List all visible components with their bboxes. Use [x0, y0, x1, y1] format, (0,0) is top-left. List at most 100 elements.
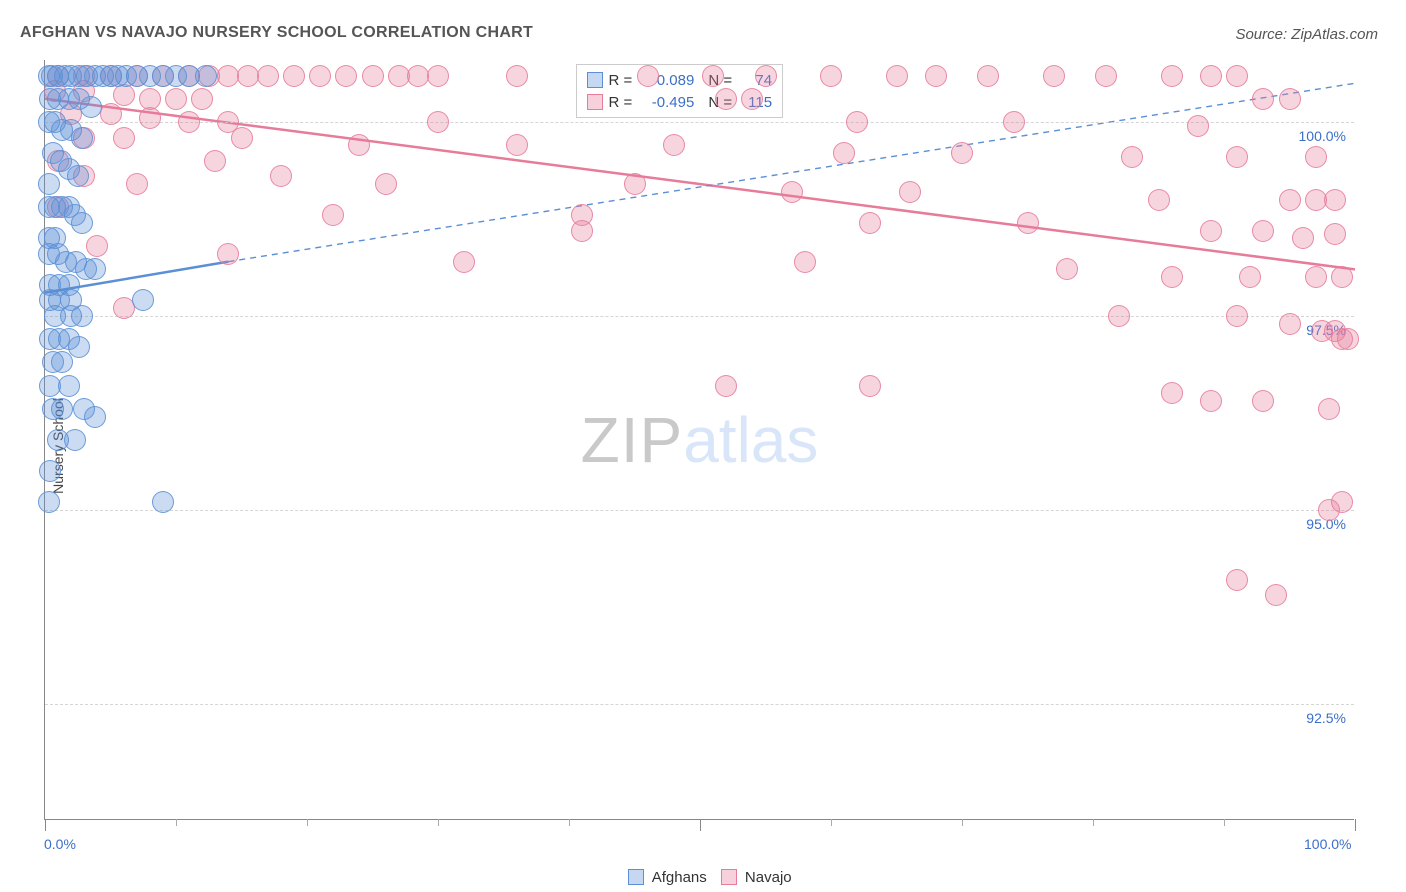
navajo-point: [951, 142, 973, 164]
navajo-point: [375, 173, 397, 195]
navajo-point: [348, 134, 370, 156]
navajo-point: [1226, 65, 1248, 87]
legend-swatch: [721, 869, 737, 885]
navajo-point: [1252, 220, 1274, 242]
navajo-point: [715, 88, 737, 110]
stats-row-afghans: R =0.089N =74: [587, 69, 773, 91]
x-tick-minor: [176, 819, 177, 826]
navajo-point: [886, 65, 908, 87]
plot-area: ZIPatlas R =0.089N =74R =-0.495N =115 92…: [44, 60, 1354, 820]
navajo-point: [322, 204, 344, 226]
navajo-point: [1148, 189, 1170, 211]
x-tick: [700, 819, 701, 831]
navajo-point: [624, 173, 646, 195]
navajo-point: [126, 173, 148, 195]
navajo-point: [1331, 266, 1353, 288]
navajo-point: [781, 181, 803, 203]
afghans-point: [38, 173, 60, 195]
x-tick: [1355, 819, 1356, 831]
navajo-point: [794, 251, 816, 273]
legend-swatch: [587, 94, 603, 110]
navajo-point: [1318, 398, 1340, 420]
navajo-point: [427, 65, 449, 87]
navajo-point: [270, 165, 292, 187]
afghans-point: [38, 491, 60, 513]
x-tick-label: 0.0%: [44, 836, 76, 852]
navajo-point: [1252, 88, 1274, 110]
navajo-point: [1279, 313, 1301, 335]
navajo-point: [846, 111, 868, 133]
navajo-point: [217, 243, 239, 265]
navajo-point: [1324, 189, 1346, 211]
navajo-point: [427, 111, 449, 133]
navajo-point: [191, 88, 213, 110]
navajo-point: [925, 65, 947, 87]
navajo-point: [571, 220, 593, 242]
afghans-point: [71, 127, 93, 149]
y-tick-label: 100.0%: [1299, 128, 1346, 144]
navajo-point: [113, 127, 135, 149]
afghans-point: [67, 165, 89, 187]
x-tick-minor: [1224, 819, 1225, 826]
gridline: [45, 510, 1354, 511]
afghans-point: [64, 429, 86, 451]
navajo-point: [453, 251, 475, 273]
stat-r-value: -0.495: [638, 94, 694, 111]
navajo-point: [663, 134, 685, 156]
navajo-point: [820, 65, 842, 87]
navajo-point: [178, 111, 200, 133]
navajo-point: [204, 150, 226, 172]
legend-label-afghans: Afghans: [648, 869, 706, 886]
navajo-point: [1318, 499, 1340, 521]
x-tick-minor: [1093, 819, 1094, 826]
navajo-point: [1279, 189, 1301, 211]
navajo-point: [1161, 266, 1183, 288]
navajo-point: [715, 375, 737, 397]
navajo-point: [1200, 220, 1222, 242]
chart-container: AFGHAN VS NAVAJO NURSERY SCHOOL CORRELAT…: [0, 0, 1406, 892]
navajo-point: [1239, 266, 1261, 288]
afghans-point: [132, 289, 154, 311]
navajo-point: [1279, 88, 1301, 110]
navajo-point: [1161, 382, 1183, 404]
navajo-point: [1252, 390, 1274, 412]
afghans-point: [80, 96, 102, 118]
legend-swatch: [587, 72, 603, 88]
navajo-point: [1226, 305, 1248, 327]
legend-swatch: [628, 869, 644, 885]
navajo-point: [1226, 146, 1248, 168]
navajo-point: [1305, 146, 1327, 168]
navajo-point: [741, 88, 763, 110]
gridline: [45, 704, 1354, 705]
afghans-point: [152, 491, 174, 513]
navajo-point: [1161, 65, 1183, 87]
afghans-point: [58, 375, 80, 397]
gridline: [45, 122, 1354, 123]
y-tick-label: 92.5%: [1306, 710, 1346, 726]
navajo-point: [506, 134, 528, 156]
navajo-point: [362, 65, 384, 87]
navajo-point: [1121, 146, 1143, 168]
navajo-point: [833, 142, 855, 164]
navajo-point: [257, 65, 279, 87]
x-tick-minor: [569, 819, 570, 826]
stat-r-label: R =: [609, 94, 633, 111]
navajo-point: [1187, 115, 1209, 137]
afghans-point: [68, 336, 90, 358]
navajo-point: [165, 88, 187, 110]
navajo-point: [1200, 65, 1222, 87]
afghans-point: [71, 212, 93, 234]
navajo-point: [100, 103, 122, 125]
x-tick-minor: [307, 819, 308, 826]
navajo-point: [231, 127, 253, 149]
afghans-point: [51, 351, 73, 373]
navajo-point: [1056, 258, 1078, 280]
source-attribution: Source: ZipAtlas.com: [1235, 26, 1378, 43]
navajo-point: [1265, 584, 1287, 606]
navajo-point: [1292, 227, 1314, 249]
gridline: [45, 316, 1354, 317]
afghans-point: [71, 305, 93, 327]
navajo-point: [506, 65, 528, 87]
navajo-point: [1017, 212, 1039, 234]
afghans-point: [84, 406, 106, 428]
